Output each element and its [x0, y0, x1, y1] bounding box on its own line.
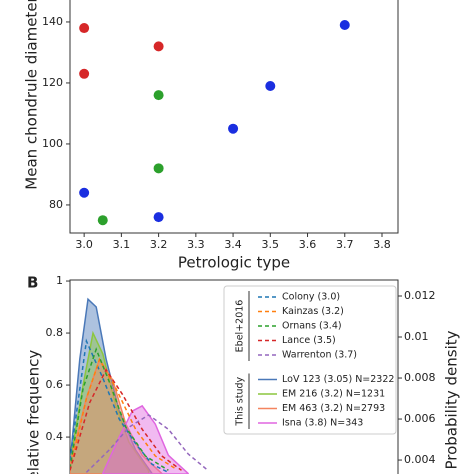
y-axis-label: Relative frequency [25, 350, 43, 474]
legend-label: Ornans (3.4) [282, 321, 342, 332]
x-tick-label: 3.1 [113, 238, 131, 251]
point [153, 90, 164, 101]
y2-axis-label: Probability density [443, 330, 461, 469]
point [339, 20, 350, 31]
x-tick-label: 3.7 [336, 238, 354, 251]
density-area [102, 404, 189, 474]
y-tick-label: 1 [56, 274, 63, 287]
point [79, 23, 90, 34]
plot-frame [69, 0, 399, 234]
y-tick-label: 0.8 [46, 326, 64, 339]
y2-tick-label: 0.004 [404, 453, 436, 466]
x-tick-label: 3.4 [224, 238, 242, 251]
x-tick-label: 3.5 [262, 238, 280, 251]
x-tick-label: 3.3 [187, 238, 205, 251]
density-line [70, 357, 176, 471]
legend-label: Kainzas (3.2) [282, 306, 344, 317]
x-tick-label: 3.6 [299, 238, 317, 251]
legend-frame [223, 285, 397, 435]
legend-label: EM 463 (3.2) N=2793 [282, 403, 385, 414]
legend-label: LoV 123 (3.05) N=2322 [282, 374, 394, 385]
y2-tick-label: 0.012 [404, 289, 436, 302]
y2-tick-label: 0.01 [404, 330, 429, 343]
y-tick-label: 0.6 [46, 378, 64, 391]
point [265, 81, 276, 92]
point [153, 41, 164, 52]
point [228, 123, 239, 134]
x-tick-label: 3.0 [75, 238, 93, 251]
y-axis-label: Mean chondrule diameter [23, 0, 41, 190]
density-line [70, 368, 182, 471]
density-line [70, 347, 169, 471]
legend-label: Warrenton (3.7) [282, 350, 357, 361]
density-line [70, 338, 169, 474]
legend-label: Colony (3.0) [282, 292, 340, 303]
density-line [85, 413, 209, 473]
curves [70, 297, 209, 474]
legend-label: EM 216 (3.2) N=1231 [282, 389, 385, 400]
point [79, 187, 90, 198]
y2-tick-label: 0.008 [404, 371, 436, 384]
panel-label: B [27, 274, 38, 292]
y-tick-label: 80 [49, 198, 63, 211]
points [79, 20, 350, 226]
legend-label: Isna (3.8) N=343 [282, 418, 363, 429]
y-tick-label: 140 [42, 15, 63, 28]
point [79, 68, 90, 79]
legend-group-label: This study [235, 376, 246, 426]
x-tick-label: 3.2 [150, 238, 168, 251]
x-tick-label: 3.8 [373, 238, 391, 251]
y-tick-label: 0.4 [46, 430, 64, 443]
point [153, 212, 164, 223]
legend-label: Lance (3.5) [282, 335, 336, 346]
y-tick-label: 100 [42, 137, 63, 150]
point [97, 215, 108, 226]
y-tick-label: 120 [42, 76, 63, 89]
legend-group-label: Ebel+2016 [235, 300, 246, 353]
y2-tick-label: 0.006 [404, 412, 436, 425]
point [153, 163, 164, 174]
x-axis-label: Petrologic type [178, 254, 290, 272]
